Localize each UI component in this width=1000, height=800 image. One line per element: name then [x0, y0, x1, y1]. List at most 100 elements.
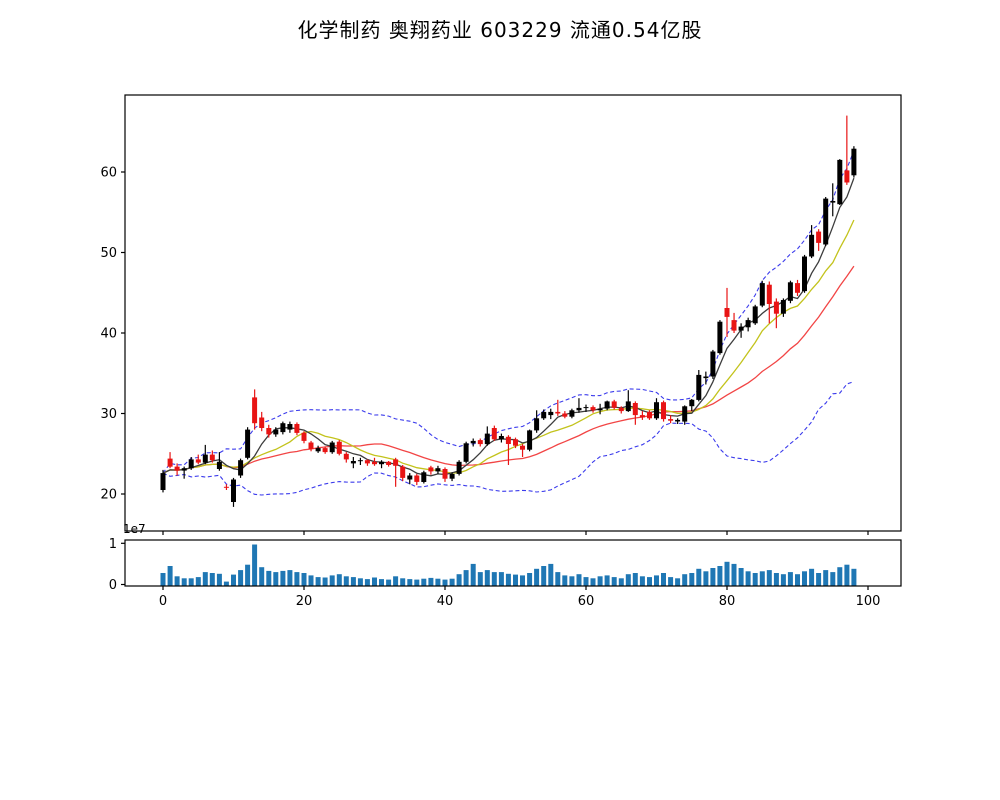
candlestick-layer: [160, 115, 857, 507]
x-tick-label: 60: [578, 594, 595, 609]
volume-bar: [604, 575, 610, 586]
volume-bar: [844, 564, 850, 586]
volume-bar: [647, 577, 652, 586]
candle: [181, 468, 187, 471]
candle: [315, 448, 321, 452]
candle: [745, 320, 751, 328]
x-tick-label: 100: [856, 594, 881, 609]
candle: [231, 479, 236, 502]
volume-bar: [393, 576, 399, 586]
volume-bar: [287, 570, 293, 586]
candle: [174, 466, 180, 471]
volume-bar: [407, 579, 413, 586]
candle: [414, 475, 420, 482]
bollinger-bands-layer: [162, 150, 855, 496]
candle: [513, 439, 518, 446]
price-tick-label: 50: [100, 246, 117, 261]
volume-bar: [477, 572, 483, 586]
volume-bar: [442, 579, 448, 586]
candle: [372, 461, 377, 465]
volume-bar: [216, 573, 222, 586]
volume-bars-layer: [160, 544, 857, 586]
volume-bar: [238, 570, 244, 586]
volume-bar: [160, 573, 166, 586]
volume-bar: [343, 576, 349, 586]
volume-bar: [851, 568, 857, 586]
candle: [259, 417, 265, 428]
candle: [202, 454, 208, 463]
volume-bar: [837, 567, 843, 586]
volume-bar: [773, 573, 779, 586]
volume-bar: [329, 575, 335, 586]
volume-bar: [505, 573, 511, 586]
candle: [266, 428, 272, 435]
volume-bar: [682, 574, 688, 586]
volume-bar: [336, 574, 342, 586]
candle: [682, 406, 688, 422]
candle: [238, 460, 244, 476]
candle: [534, 418, 540, 431]
candle: [456, 461, 462, 474]
volume-bar: [766, 570, 772, 586]
candle: [639, 415, 645, 418]
volume-bar: [231, 574, 236, 586]
volume-bar: [174, 576, 180, 586]
candle: [223, 486, 229, 488]
candle: [350, 461, 356, 464]
candle: [216, 461, 222, 469]
volume-bar: [484, 570, 490, 586]
candle: [308, 442, 314, 449]
candle: [611, 401, 617, 408]
candle: [407, 475, 413, 480]
candle: [569, 410, 575, 417]
volume-bar: [259, 567, 265, 586]
candle: [520, 445, 525, 450]
volume-bar: [498, 572, 504, 586]
volume-bar: [752, 573, 758, 586]
volume-bar: [639, 576, 645, 586]
volume-bar: [795, 574, 800, 586]
candle: [717, 321, 723, 354]
candle: [816, 231, 822, 243]
volume-bar: [759, 571, 765, 586]
candle: [632, 403, 638, 416]
candle: [773, 301, 779, 314]
volume-bar: [252, 544, 258, 586]
candle: [724, 308, 730, 317]
volume-bar: [787, 572, 793, 586]
volume-bar: [618, 578, 624, 586]
candle: [484, 433, 490, 445]
x-tick-label: 0: [159, 594, 167, 609]
volume-bar: [576, 574, 582, 586]
x-tick-label: 40: [437, 594, 454, 609]
candle: [668, 419, 674, 421]
candle: [400, 466, 406, 478]
volume-bar: [724, 561, 730, 586]
candle: [541, 411, 547, 419]
volume-bar: [696, 568, 702, 586]
volume-bar: [625, 574, 631, 586]
volume-bar: [823, 570, 829, 586]
volume-bar: [414, 579, 420, 586]
candle: [787, 282, 793, 301]
candle: [167, 458, 173, 467]
volume-bar: [456, 574, 462, 586]
volume-bar: [569, 576, 575, 586]
candle: [442, 469, 448, 479]
volume-bar: [428, 577, 434, 586]
candle: [555, 411, 561, 414]
price-tick-label: 30: [100, 407, 117, 422]
volume-bar: [675, 578, 681, 586]
volume-bar: [597, 576, 603, 586]
volume-bar: [273, 572, 279, 586]
candle: [851, 148, 857, 176]
candle: [590, 407, 596, 411]
candle: [336, 441, 342, 454]
volume-bar: [386, 579, 392, 586]
candle: [766, 284, 772, 304]
volume-bar: [449, 578, 455, 586]
candle: [435, 468, 441, 472]
candle: [364, 460, 370, 464]
candle: [576, 407, 582, 411]
